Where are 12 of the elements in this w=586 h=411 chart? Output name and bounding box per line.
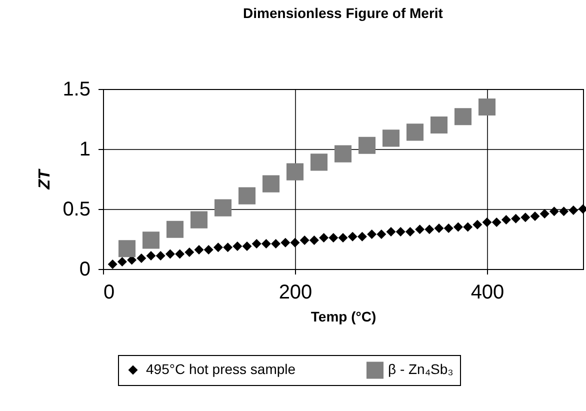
legend-label: β - Zn₄Sb₃ <box>388 361 454 378</box>
x-tick-label: 200 <box>278 282 312 304</box>
y-axis-title: ZT <box>36 168 54 190</box>
y-tick-label: 1 <box>79 138 90 160</box>
x-tick-label: 400 <box>470 282 504 304</box>
x-axis-title: Temp (°C) <box>310 308 376 324</box>
legend-label: 495°C hot press sample <box>146 361 296 377</box>
chart-title: Dimensionless Figure of Merit <box>243 5 444 21</box>
y-tick-label: 1.5 <box>62 78 90 100</box>
y-tick-label: 0 <box>79 258 90 280</box>
x-tick-label: 0 <box>104 282 115 304</box>
y-tick-label: 0.5 <box>62 198 90 220</box>
